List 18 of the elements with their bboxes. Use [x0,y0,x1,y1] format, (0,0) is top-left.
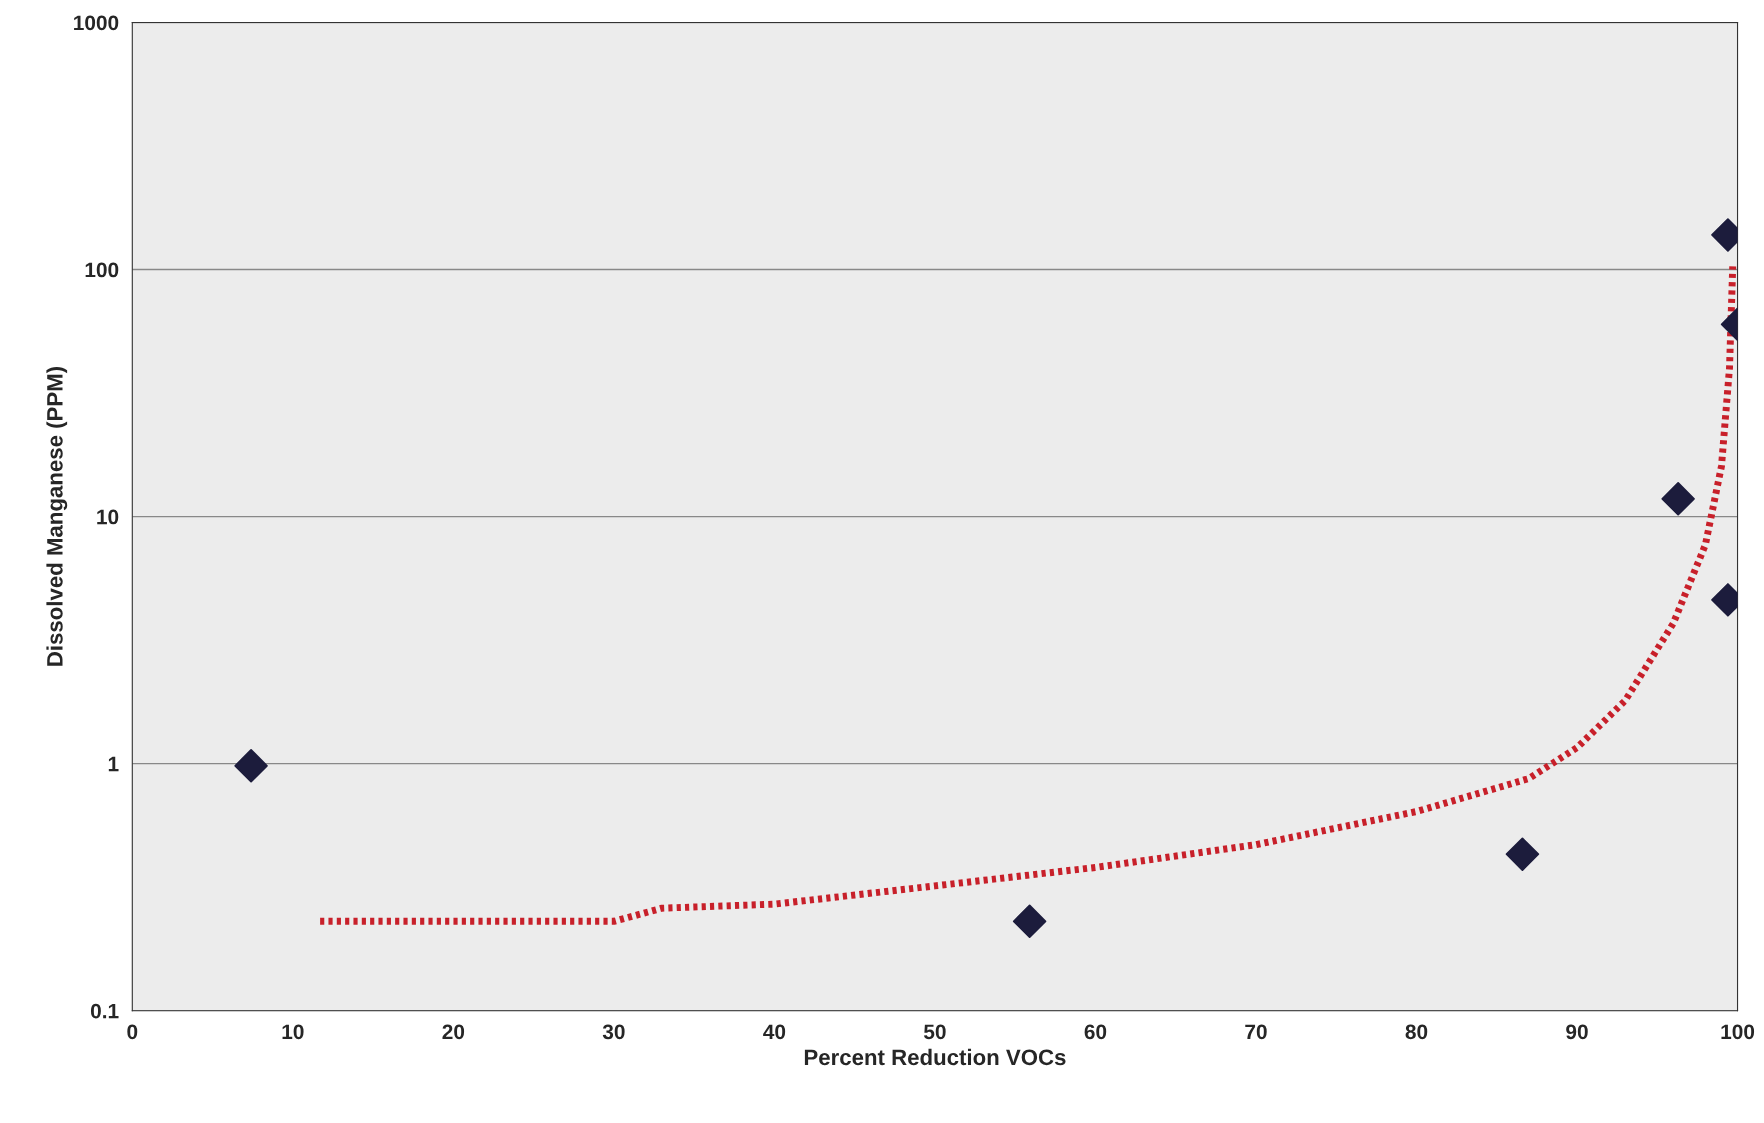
x-tick-label: 10 [282,1024,304,1040]
x-tick-label: 50 [923,1024,946,1040]
y-tick-label: 100 [85,262,119,278]
y-tick-label: 10 [97,509,119,525]
y-tick-label: 1 [108,756,119,772]
x-tick-label: 20 [442,1024,465,1040]
x-tick-label: 70 [1245,1024,1267,1040]
x-tick-label: 40 [763,1024,786,1040]
x-tick-label: 100 [1721,1024,1755,1040]
y-tick-label: 0.1 [90,1003,119,1019]
x-tick-label: 0 [127,1024,138,1040]
y-axis-title: Dissolved Manganese (PPM) [46,367,68,666]
x-tick-label: 90 [1566,1024,1588,1040]
x-tick-label: 80 [1405,1024,1428,1040]
y-tick-label: 1000 [74,15,119,31]
x-tick-label: 30 [602,1024,625,1040]
x-tick-label: 60 [1084,1024,1107,1040]
x-axis-title: Percent Reduction VOCs [804,1048,1066,1066]
